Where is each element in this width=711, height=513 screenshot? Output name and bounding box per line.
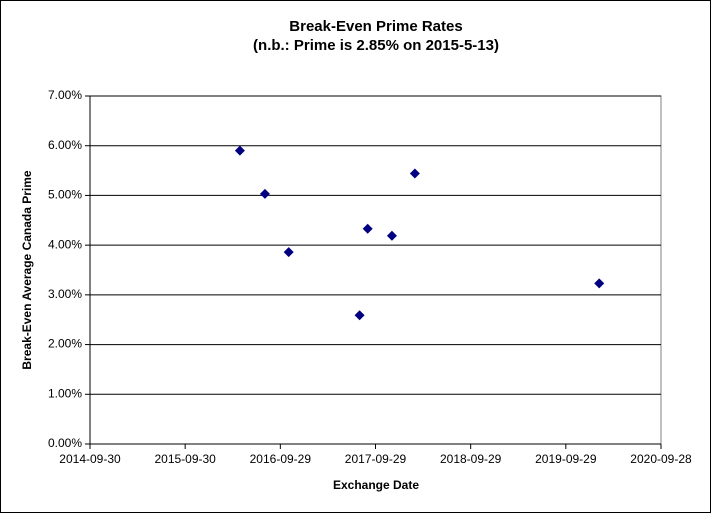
data-point (283, 247, 294, 258)
chart-subtitle: (n.b.: Prime is 2.85% on 2015-5-13) (253, 37, 499, 54)
y-tick-label: 7.00% (48, 88, 82, 102)
data-point (594, 278, 605, 289)
data-point (409, 168, 420, 179)
y-axis-title: Break-Even Average Canada Prime (20, 170, 34, 370)
y-tick-label: 5.00% (48, 188, 82, 202)
x-tick-label: 2020-09-28 (630, 452, 692, 466)
y-tick-label: 3.00% (48, 287, 82, 301)
x-tick-label: 2014-09-30 (59, 452, 121, 466)
x-tick-label: 2016-09-29 (250, 452, 312, 466)
data-point (362, 223, 373, 234)
y-tick-label: 0.00% (48, 436, 82, 450)
x-tick-label: 2018-09-29 (440, 452, 502, 466)
chart-title: Break-Even Prime Rates (289, 18, 462, 35)
data-point (259, 188, 270, 199)
data-point (354, 310, 365, 321)
y-tick-label: 4.00% (48, 237, 82, 251)
data-point (234, 145, 245, 156)
x-axis-title: Exchange Date (333, 478, 419, 492)
y-tick-label: 6.00% (48, 138, 82, 152)
y-tick-label: 1.00% (48, 386, 82, 400)
x-tick-label: 2019-09-29 (535, 452, 597, 466)
x-tick-label: 2015-09-30 (154, 452, 216, 466)
plot-area (89, 95, 662, 445)
data-point (386, 230, 397, 241)
y-tick-label: 2.00% (48, 337, 82, 351)
x-tick-label: 2017-09-29 (345, 452, 407, 466)
